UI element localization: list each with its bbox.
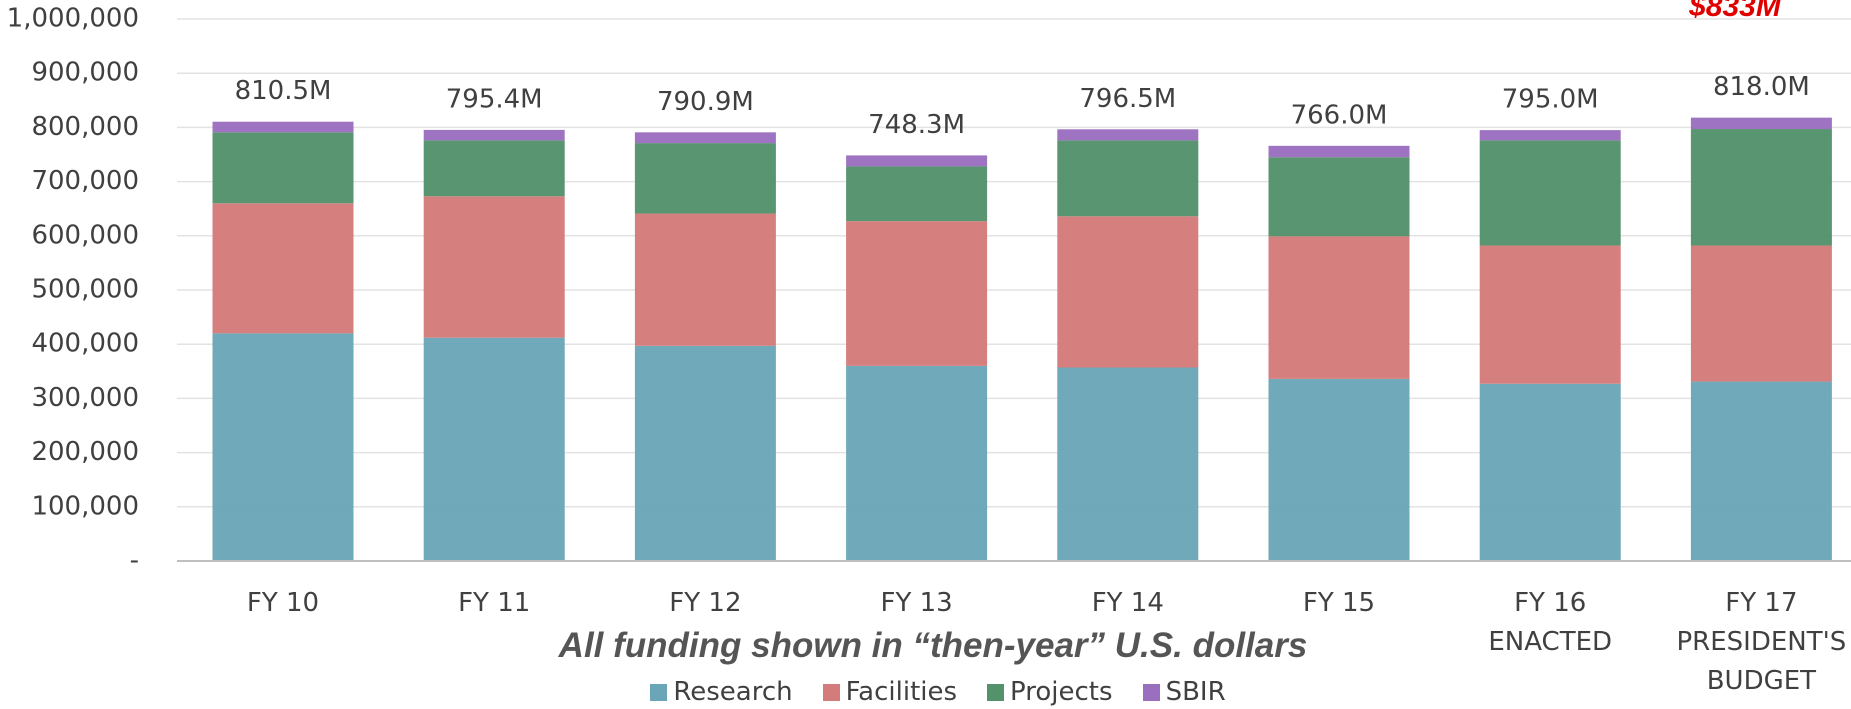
y-tick-label: 600,000: [31, 220, 139, 250]
total-label: 748.3M: [868, 110, 965, 140]
bar-segment: [1479, 383, 1621, 561]
bar-segment: [1057, 216, 1199, 368]
bar-segment: [846, 365, 988, 561]
bar-segment: [846, 155, 988, 167]
total-label: 818.0M: [1713, 72, 1810, 102]
subtitle: All funding shown in “then-year” U.S. do…: [558, 626, 1308, 665]
x-tick-label: FY 12: [669, 588, 742, 618]
legend-label: SBIR: [1165, 677, 1226, 707]
bar-segment: [846, 221, 988, 366]
x-tick-label: FY 10: [246, 588, 320, 618]
total-label: 795.0M: [1502, 85, 1599, 115]
bar-segment: [212, 333, 354, 561]
y-tick-label: -: [130, 546, 139, 576]
y-tick-label: 400,000: [31, 329, 139, 359]
bar-segment: [1690, 129, 1832, 246]
x-tick-label: FY 11: [458, 588, 531, 618]
total-label: 795.4M: [446, 84, 543, 114]
legend-label: Projects: [1010, 677, 1113, 707]
legend-label: Research: [673, 677, 793, 707]
bar-segment: [423, 196, 565, 338]
bar-segment: [212, 121, 354, 133]
bar-segment: [1057, 129, 1199, 141]
y-tick-label: 1,000,000: [7, 4, 139, 34]
bar-segment: [1057, 140, 1199, 217]
x-tick-label: FY 15: [1302, 588, 1376, 618]
bar-segment: [1057, 367, 1199, 561]
annotation: $833M: [1689, 0, 1781, 23]
y-tick-label: 100,000: [31, 491, 139, 521]
bar-segment: [1268, 378, 1410, 561]
bar-segment: [1690, 117, 1832, 130]
bar-segment: [423, 140, 565, 197]
bar-segment: [634, 132, 776, 144]
total-label: 796.5M: [1079, 84, 1176, 114]
y-tick-label: 800,000: [31, 112, 139, 142]
total-label: 810.5M: [235, 76, 332, 106]
bar-segment: [1268, 145, 1410, 158]
legend-item: SBIR: [1142, 677, 1226, 707]
y-tick-label: 500,000: [31, 275, 139, 305]
legend-item: Research: [650, 677, 793, 707]
bar-segment: [1690, 245, 1832, 382]
legend-item: Projects: [987, 677, 1113, 707]
bar-segment: [846, 166, 988, 222]
legend-item: Facilities: [822, 677, 958, 707]
bar-segment: [1268, 236, 1410, 379]
y-tick-label: 700,000: [31, 166, 139, 196]
legend-swatch: [650, 683, 668, 701]
legend-label: Facilities: [845, 677, 958, 707]
bar-segment: [634, 345, 776, 561]
y-tick-label: 300,000: [31, 383, 139, 413]
total-label: 766.0M: [1291, 100, 1388, 130]
x-tick-label: FY 14: [1091, 588, 1164, 618]
x-tick-label: FY 13: [880, 588, 953, 618]
legend: Research Facilities Projects SBIR: [0, 677, 1851, 707]
y-tick-label: 900,000: [31, 58, 139, 88]
bar-segment: [423, 129, 565, 141]
total-label: 790.9M: [657, 87, 754, 117]
x-tick-label: FY 17 PRESIDENT'S BUDGET: [1676, 588, 1847, 696]
bar-segment: [212, 203, 354, 334]
y-tick-label: 200,000: [31, 437, 139, 467]
bar-segment: [1479, 245, 1621, 384]
legend-swatch: [1142, 683, 1160, 701]
legend-swatch: [987, 683, 1005, 701]
bar-segment: [1479, 130, 1621, 141]
bar-segment: [1479, 140, 1621, 246]
bar-segment: [1690, 381, 1832, 561]
bar-segment: [212, 132, 354, 204]
bar-segment: [634, 143, 776, 214]
legend-swatch: [822, 683, 840, 701]
bar-segment: [634, 213, 776, 346]
x-tick-label: FY 16 ENACTED: [1488, 588, 1613, 657]
bar-segment: [1268, 157, 1410, 237]
bar-segment: [423, 337, 565, 561]
